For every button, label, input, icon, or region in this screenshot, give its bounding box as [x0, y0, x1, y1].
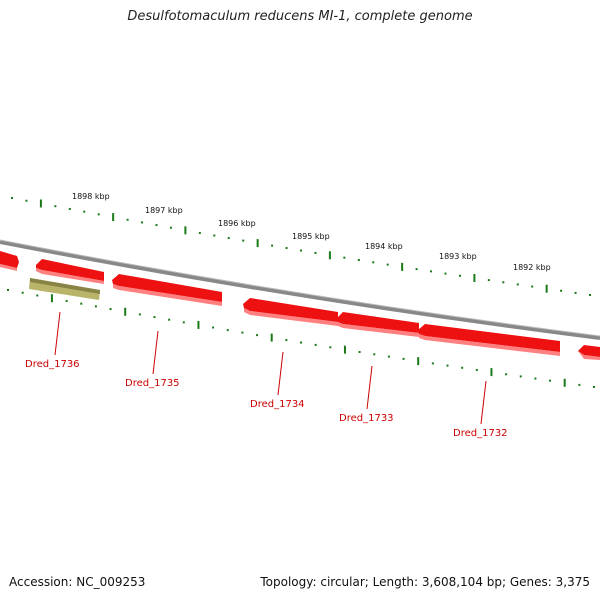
scale-label: 1895 kbp	[292, 232, 330, 241]
outer-scale-ticks	[11, 197, 591, 296]
gene-arrow[interactable]	[337, 312, 419, 337]
gene-leader-line	[277, 351, 284, 396]
scale-label: 1898 kbp	[72, 192, 110, 201]
scale-label: 1893 kbp	[439, 252, 477, 261]
gene-label[interactable]: Dred_1734	[250, 399, 305, 410]
map-title: Desulfotomaculum reducens MI-1, complete…	[127, 9, 473, 24]
genome-summary: Topology: circular; Length: 3,608,104 bp…	[260, 575, 590, 589]
gene-arrow[interactable]	[243, 298, 338, 326]
gene-arrow[interactable]	[418, 324, 560, 356]
scale-label: 1896 kbp	[218, 219, 256, 228]
gene-label[interactable]: Dred_1736	[25, 359, 80, 370]
gene-leader-line	[152, 330, 159, 375]
scale-labels: 1898 kbp 1897 kbp 1896 kbp 1895 kbp 1894 kbp…	[72, 192, 551, 272]
gene-labels: Dred_1736 Dred_1735 Dred_1734 Dred_1733 Dred…	[25, 311, 508, 439]
gene-arrow[interactable]	[36, 259, 104, 284]
gene-label[interactable]: Dred_1733	[339, 413, 394, 424]
gene-label[interactable]: Dred_1732	[453, 428, 508, 439]
gene-features	[0, 251, 600, 360]
gene-leader-line	[54, 311, 61, 356]
gene-arrow[interactable]	[578, 345, 600, 360]
gene-arrow[interactable]	[29, 278, 100, 300]
scale-label: 1892 kbp	[513, 263, 551, 272]
scale-label: 1894 kbp	[365, 242, 403, 251]
scale-label: 1897 kbp	[145, 206, 183, 215]
genome-backbone-shade	[0, 239, 600, 337]
genome-backbone	[0, 240, 600, 340]
accession-text: Accession: NC_009253	[9, 575, 146, 589]
inner-scale-ticks	[7, 289, 595, 388]
gene-arrow[interactable]	[0, 251, 19, 271]
gene-arrow[interactable]	[112, 274, 222, 306]
gene-leader-line	[480, 380, 487, 425]
gene-leader-line	[366, 365, 373, 410]
gene-label[interactable]: Dred_1735	[125, 378, 180, 389]
